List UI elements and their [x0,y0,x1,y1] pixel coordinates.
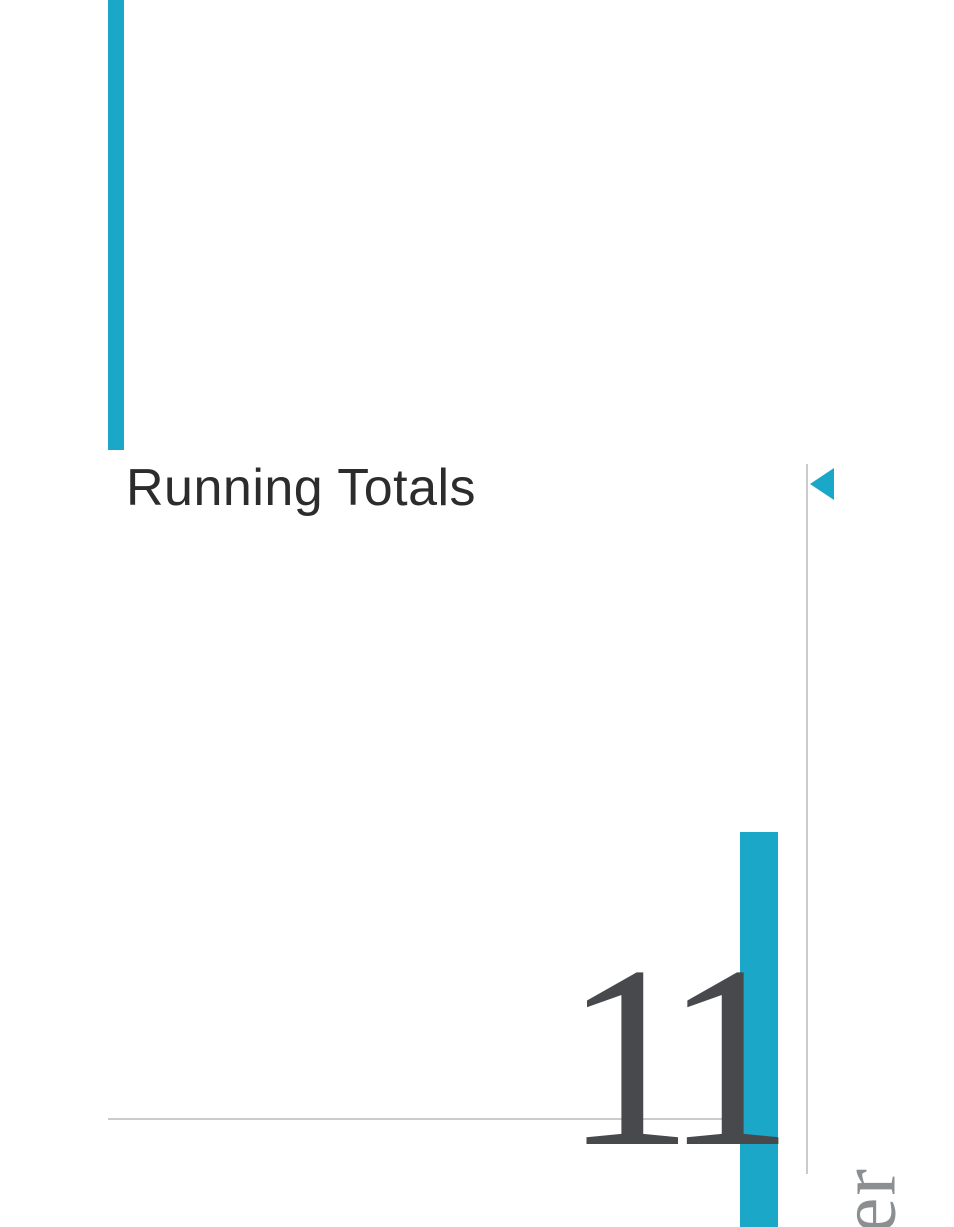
chapter-label: chapter [823,1167,914,1227]
arrow-left-icon [810,468,834,500]
chapter-divider-page: Running Totals 11 chapter [0,0,954,1227]
right-vertical-guideline [806,464,808,1174]
chapter-title: Running Totals [126,458,476,518]
chapter-number: 11 [564,927,774,1187]
top-accent-bar [108,0,124,450]
